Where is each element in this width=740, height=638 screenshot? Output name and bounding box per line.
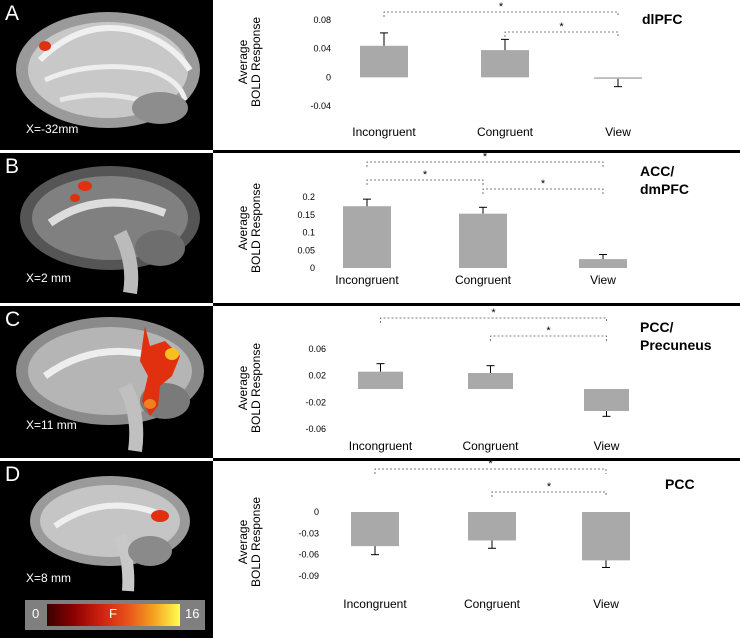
brain-image-d <box>30 476 190 592</box>
chart3-ylabel-line-1: Average <box>236 365 250 410</box>
chart1-ytick-label-0: 0.08 <box>313 15 331 25</box>
brain-panel-c: C X=11 mm <box>0 306 213 458</box>
chart1-category-label-incongruent: Incongruent <box>352 125 416 139</box>
colorbar-min-label: 0 <box>32 606 40 621</box>
region-label-b-line-2: dmPFC <box>640 181 689 197</box>
chart3-ytick-label-1: 0.02 <box>308 371 326 381</box>
chart3-ytick-label-2: -0.02 <box>305 397 326 407</box>
chart4-sig-star-0: * <box>488 458 493 470</box>
chart3-category-label-incongruent: Incongruent <box>349 439 413 453</box>
region-label-b: ACC/ dmPFC <box>640 162 689 198</box>
chart2-sig-star-1: * <box>423 169 428 181</box>
chart4-ytick-label-0: 0 <box>314 507 319 517</box>
chart3-bar-congruent <box>468 373 513 389</box>
chart1-bar-congruent <box>481 50 529 78</box>
coord-label-b: X=2 mm <box>26 271 72 285</box>
chart3-sig-star-1: * <box>546 325 551 337</box>
colorbar: 0 F 16 <box>25 600 205 630</box>
chart1-sig-bracket-0 <box>383 11 619 17</box>
chart2-sig-star-2: * <box>541 178 546 190</box>
chart4-ytick-label-3: -0.09 <box>298 571 319 581</box>
chart2-sig-star-0: * <box>483 151 488 163</box>
region-label-d-line-1: PCC <box>665 476 695 492</box>
chart2-bar-congruent <box>459 213 507 268</box>
chart3-sig-star-0: * <box>491 307 496 319</box>
chart2-bar-view <box>579 259 627 268</box>
chart3-bar-view <box>584 389 629 411</box>
colorbar-f-label: F <box>109 606 117 621</box>
chart1-sig-bracket-1 <box>504 31 619 37</box>
brain-image-b <box>20 166 200 295</box>
chart4-ylabel-line-2: BOLD Response <box>249 497 263 587</box>
brain-panel-b: B X=2 mm <box>0 153 213 303</box>
region-label-b-line-1: ACC/ <box>640 163 675 179</box>
chart3-category-label-view: View <box>594 439 620 453</box>
chart1-ytick-label-3: -0.04 <box>310 101 331 111</box>
panel-separator-1 <box>213 150 740 153</box>
chart1-ylabel-line-2: BOLD Response <box>249 17 263 107</box>
chart4-sig-bracket-1 <box>491 491 607 497</box>
chart4-category-label-incongruent: Incongruent <box>343 597 407 611</box>
chart1-sig-star-1: * <box>559 21 564 33</box>
chart2-ytick-label-3: 0.05 <box>297 245 315 255</box>
chart1-ytick-label-2: 0 <box>326 72 331 82</box>
chart2-category-label-incongruent: Incongruent <box>335 273 399 287</box>
chart3-sig-bracket-0 <box>380 317 607 323</box>
chart1-sig-star-0: * <box>499 1 504 13</box>
chart2-ylabel-line-1: Average <box>236 205 250 250</box>
chart4-ytick-label-2: -0.06 <box>298 550 319 560</box>
chart1-bar-incongruent <box>360 45 408 78</box>
chart1-category-label-view: View <box>605 125 631 139</box>
chart2-ytick-label-2: 0.1 <box>302 228 315 238</box>
chart1-ytick-label-1: 0.04 <box>313 44 331 54</box>
chart4-sig-bracket-0 <box>374 468 607 474</box>
chart2-category-label-view: View <box>590 273 616 287</box>
chart2-ytick-label-0: 0.2 <box>302 192 315 202</box>
chart4-bar-congruent <box>468 512 516 541</box>
chart4-ylabel-line-1: Average <box>236 519 250 564</box>
chart2-ylabel-line-2: BOLD Response <box>249 183 263 273</box>
coord-label-a: X=-32mm <box>26 122 79 136</box>
region-label-a: dlPFC <box>642 10 682 28</box>
chart3-ylabel-line-2: BOLD Response <box>249 343 263 433</box>
region-label-d: PCC <box>665 475 695 493</box>
chart4-category-label-congruent: Congruent <box>464 597 521 611</box>
panel-letter-c: C <box>5 308 21 331</box>
chart2-category-label-congruent: Congruent <box>455 273 512 287</box>
coord-label-d: X=8 mm <box>26 571 72 585</box>
brain-panel-a: A X=-32mm <box>0 0 213 150</box>
chart4-category-label-view: View <box>593 597 619 611</box>
chart3-category-label-congruent: Congruent <box>462 439 519 453</box>
chart3-bar-incongruent <box>358 371 403 389</box>
region-label-c-line-1: PCC/ <box>640 319 674 335</box>
chart2-sig-bracket-2 <box>482 188 604 194</box>
panel-letter-b: B <box>5 155 20 178</box>
brain-image-a <box>16 12 200 128</box>
panel-letter-a: A <box>5 2 20 25</box>
chart1-bar-view <box>594 77 642 79</box>
region-label-c-line-2: Precuneus <box>640 337 712 353</box>
chart2-ytick-label-4: 0 <box>310 263 315 273</box>
panel-letter-d: D <box>5 463 21 486</box>
region-label-a-line-1: dlPFC <box>642 11 683 27</box>
chart2-bar-incongruent <box>343 206 391 268</box>
coord-label-c: X=11 mm <box>26 418 77 432</box>
chart1-ylabel-line-1: Average <box>236 39 250 84</box>
chart3-ytick-label-3: -0.06 <box>305 424 326 434</box>
chart4-ytick-label-1: -0.03 <box>298 528 319 538</box>
colorbar-gradient <box>47 604 180 626</box>
panel-separator-3 <box>213 458 740 461</box>
chart4-bar-incongruent <box>351 512 399 547</box>
chart2-ytick-label-1: 0.15 <box>297 210 315 220</box>
chart4-bar-view <box>582 512 630 561</box>
chart4-sig-star-1: * <box>547 481 552 493</box>
region-label-c: PCC/ Precuneus <box>640 318 712 354</box>
colorbar-max-label: 16 <box>185 606 200 621</box>
panel-separator-2 <box>213 303 740 306</box>
chart3-ytick-label-0: 0.06 <box>308 344 326 354</box>
chart1-category-label-congruent: Congruent <box>477 125 534 139</box>
brain-image-c <box>16 317 204 452</box>
